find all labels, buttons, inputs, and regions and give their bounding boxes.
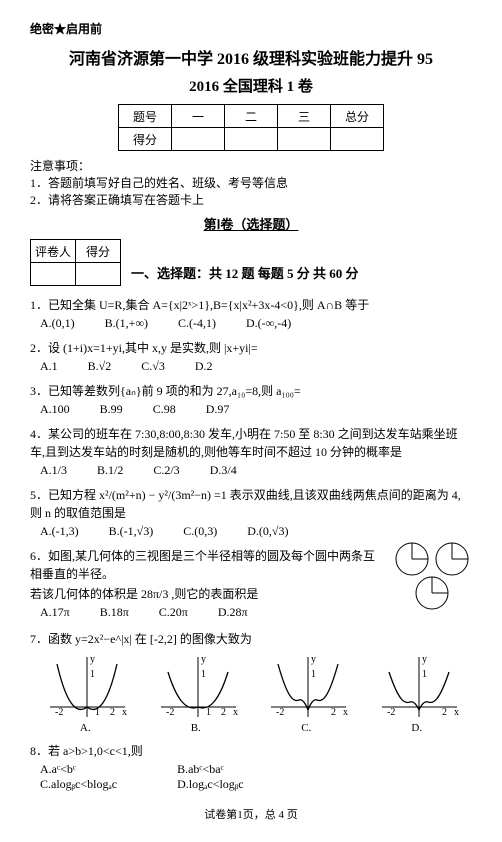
question-2: 2．设 (1+i)x=1+yi,其中 x,y 是实数,则 |x+yi|= bbox=[30, 339, 472, 357]
svg-text:-2: -2 bbox=[387, 707, 395, 718]
part1-label: 第Ⅰ卷（选择题） bbox=[30, 214, 472, 233]
question-1-options: A.(0,1) B.(1,+∞) C.(-4,1) D.(-∞,-4) bbox=[40, 316, 472, 331]
main-title: 河南省济源第一中学 2016 级理科实验班能力提升 95 bbox=[30, 45, 472, 69]
option: B.1/2 bbox=[97, 463, 123, 478]
option: A.(-1,3) bbox=[40, 524, 79, 539]
option: C.alogᵦc<blogₐc bbox=[40, 777, 117, 792]
option: A.(0,1) bbox=[40, 316, 75, 331]
option: D.97 bbox=[206, 402, 230, 417]
subtitle: 2016 全国理科 1 卷 bbox=[30, 75, 472, 96]
option: C.2/3 bbox=[153, 463, 179, 478]
question-2-options: A.1 B.√2 C.√3 D.2 bbox=[40, 359, 472, 374]
option: D.logₐc<logᵦc bbox=[177, 777, 243, 792]
score-row-label: 得分 bbox=[119, 128, 172, 151]
svg-text:1: 1 bbox=[422, 669, 427, 680]
svg-text:y: y bbox=[311, 654, 316, 665]
svg-text:2: 2 bbox=[331, 707, 336, 718]
score-table: 题号 一 二 三 总分 得分 bbox=[118, 104, 384, 151]
svg-text:1: 1 bbox=[311, 669, 316, 680]
question-3: 3．已知等差数列{aₙ}前 9 项的和为 27,a₁₀=8,则 a₁₀₀= bbox=[30, 382, 472, 400]
question-1: 1．已知全集 U=R,集合 A={x|2ˣ>1},B={x|x²+3x-4<0}… bbox=[30, 296, 472, 314]
option: B.abᶜ<baᶜ bbox=[177, 762, 243, 777]
question-5: 5．已知方程 x²/(m²+n) − y²/(3m²−n) =1 表示双曲线,且… bbox=[30, 486, 472, 522]
svg-text:2: 2 bbox=[442, 707, 447, 718]
svg-text:x: x bbox=[454, 707, 459, 718]
score-header: 三 bbox=[278, 105, 331, 128]
graph-option-b: xy -212 1 B. bbox=[151, 652, 241, 734]
option: A.1/3 bbox=[40, 463, 67, 478]
option: D.(0,√3) bbox=[247, 524, 288, 539]
option: A.1 bbox=[40, 359, 58, 374]
question-4: 4．某公司的班车在 7:30,8:00,8:30 发车,小明在 7:50 至 8… bbox=[30, 425, 472, 461]
svg-text:y: y bbox=[201, 654, 206, 665]
svg-text:1: 1 bbox=[90, 669, 95, 680]
score-header: 二 bbox=[225, 105, 278, 128]
question-3-options: A.100 B.99 C.98 D.97 bbox=[40, 402, 472, 417]
svg-text:y: y bbox=[90, 654, 95, 665]
option: B.√2 bbox=[88, 359, 112, 374]
option: A.aᶜ<bᶜ bbox=[40, 762, 117, 777]
grader-col2: 得分 bbox=[76, 240, 121, 263]
three-view-diagram bbox=[392, 541, 472, 615]
option: D.28π bbox=[218, 605, 248, 620]
option: C.98 bbox=[153, 402, 176, 417]
svg-text:x: x bbox=[233, 707, 238, 718]
three-view-svg bbox=[392, 541, 472, 611]
question-4-options: A.1/3 B.1/2 C.2/3 D.3/4 bbox=[40, 463, 472, 478]
question-7: 7．函数 y=2x²−e^|x| 在 [-2,2] 的图像大致为 bbox=[30, 630, 472, 648]
section1-title: 一、选择题：共 12 题 每题 5 分 共 60 分 bbox=[131, 263, 472, 282]
svg-text:2: 2 bbox=[221, 707, 226, 718]
question-7-graphs: xy -212 1 A. xy -212 1 B. xy -22 1 C. bbox=[30, 652, 472, 734]
question-5-options: A.(-1,3) B.(-1,√3) C.(0,3) D.(0,√3) bbox=[40, 524, 472, 539]
svg-text:1: 1 bbox=[201, 669, 206, 680]
graph-option-d: xy -22 1 D. bbox=[372, 652, 462, 734]
option: B.18π bbox=[100, 605, 129, 620]
question-8-options: A.aᶜ<bᶜ C.alogᵦc<blogₐc B.abᶜ<baᶜ D.logₐ… bbox=[40, 762, 472, 792]
page-footer: 试卷第1页，总 4 页 bbox=[30, 806, 472, 822]
option: B.(-1,√3) bbox=[109, 524, 154, 539]
option: D.2 bbox=[195, 359, 213, 374]
option: D.(-∞,-4) bbox=[246, 316, 291, 331]
grader-table: 评卷人 得分 bbox=[30, 239, 121, 286]
option: B.99 bbox=[100, 402, 123, 417]
classification-label: 绝密★启用前 bbox=[30, 20, 472, 37]
question-8: 8．若 a>b>1,0<c<1,则 bbox=[30, 742, 472, 760]
svg-text:y: y bbox=[422, 654, 427, 665]
svg-text:x: x bbox=[343, 707, 348, 718]
svg-text:-2: -2 bbox=[166, 707, 174, 718]
notice-item: 2．请将答案正确填写在答题卡上 bbox=[30, 191, 472, 208]
notice-heading: 注意事项： bbox=[30, 157, 472, 174]
svg-text:-2: -2 bbox=[55, 707, 63, 718]
option: D.3/4 bbox=[210, 463, 237, 478]
option: C.√3 bbox=[141, 359, 165, 374]
option: B.(1,+∞) bbox=[105, 316, 148, 331]
graph-option-a: xy -212 1 A. bbox=[40, 652, 130, 734]
score-header: 总分 bbox=[331, 105, 384, 128]
option: A.17π bbox=[40, 605, 70, 620]
option: C.20π bbox=[159, 605, 188, 620]
score-header: 一 bbox=[172, 105, 225, 128]
option: C.(0,3) bbox=[183, 524, 217, 539]
score-header: 题号 bbox=[119, 105, 172, 128]
graph-option-c: xy -22 1 C. bbox=[261, 652, 351, 734]
notice-block: 注意事项： 1．答题前填写好自己的姓名、班级、考号等信息 2．请将答案正确填写在… bbox=[30, 157, 472, 208]
grader-col1: 评卷人 bbox=[31, 240, 76, 263]
svg-text:2: 2 bbox=[110, 707, 115, 718]
question-6-options: A.17π B.18π C.20π D.28π bbox=[40, 605, 384, 620]
option: C.(-4,1) bbox=[178, 316, 216, 331]
svg-text:1: 1 bbox=[206, 707, 211, 718]
option: A.100 bbox=[40, 402, 70, 417]
svg-text:-2: -2 bbox=[276, 707, 284, 718]
svg-text:x: x bbox=[122, 707, 127, 718]
notice-item: 1．答题前填写好自己的姓名、班级、考号等信息 bbox=[30, 174, 472, 191]
